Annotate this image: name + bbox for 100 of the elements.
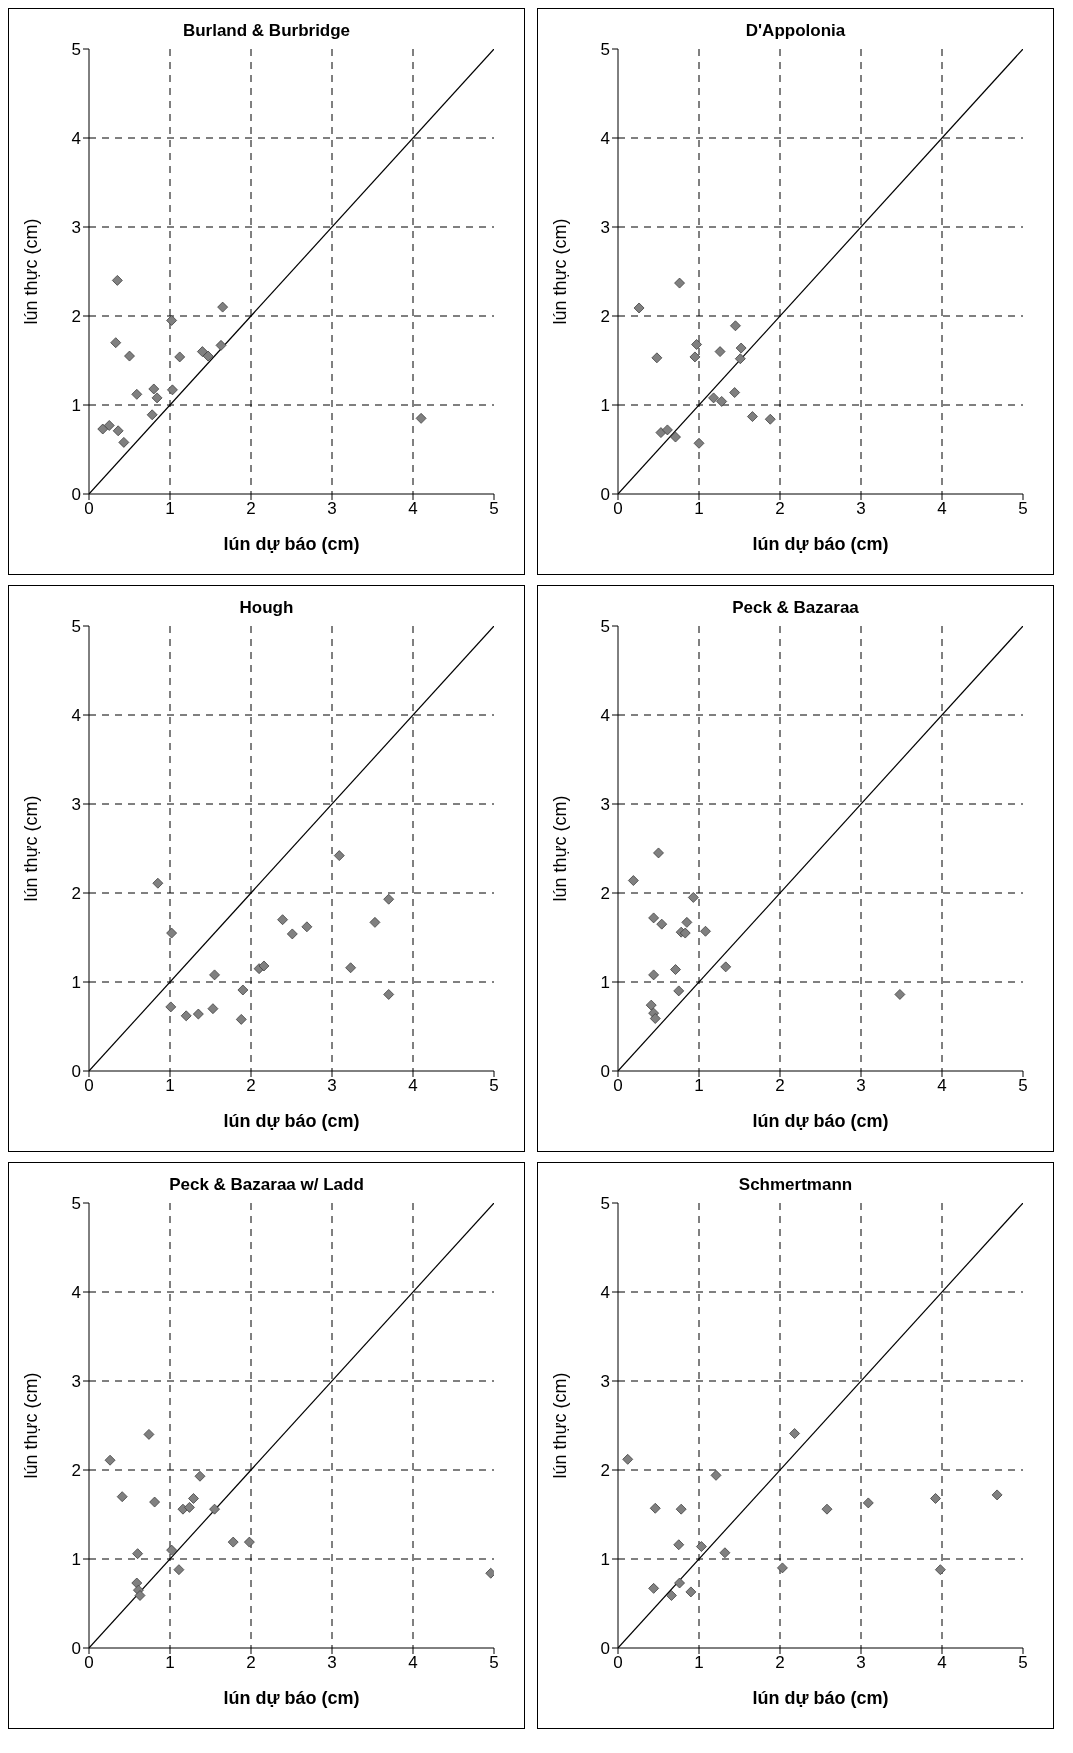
x-tick-label: 2	[775, 1653, 785, 1673]
point	[166, 315, 178, 326]
point	[197, 346, 208, 357]
x-tick-label: 4	[408, 1653, 418, 1673]
point	[333, 850, 345, 862]
y-tick-label: 3	[600, 795, 610, 815]
point	[207, 1003, 219, 1015]
y-tick-label: 5	[71, 617, 81, 637]
point	[714, 346, 726, 357]
point	[653, 847, 664, 859]
y-tick-label: 2	[600, 1461, 610, 1481]
x-tick-label: 5	[489, 499, 499, 519]
point	[696, 1541, 707, 1552]
x-axis-title: lún dự báo (cm)	[752, 1688, 889, 1708]
point	[894, 989, 906, 1000]
x-tick-label: 1	[165, 1653, 175, 1673]
point	[286, 928, 298, 940]
point	[345, 962, 357, 974]
point	[700, 925, 711, 937]
point	[648, 1582, 660, 1594]
y-tick-label: 5	[71, 1194, 81, 1214]
x-tick-label: 4	[937, 1653, 947, 1673]
x-tick-label: 0	[613, 499, 623, 519]
point	[149, 1496, 161, 1508]
point	[217, 301, 229, 313]
point	[777, 1562, 788, 1574]
point	[633, 302, 645, 314]
chart-title: Peck & Bazaraa	[731, 598, 860, 618]
x-tick-label: 4	[408, 499, 418, 519]
x-tick-label: 3	[856, 1076, 866, 1096]
point	[673, 985, 685, 997]
point	[716, 396, 728, 407]
chart-title: Schmertmann	[737, 1175, 854, 1195]
point	[821, 1503, 833, 1515]
point	[679, 927, 691, 939]
point	[112, 425, 124, 437]
y-tick-label: 5	[71, 40, 81, 60]
point	[97, 423, 109, 435]
point	[656, 918, 668, 930]
y-tick-label: 2	[71, 307, 81, 327]
point	[681, 916, 693, 928]
y-tick-label: 4	[71, 129, 81, 149]
x-tick-label: 1	[694, 499, 704, 519]
y-tick-label: 4	[71, 1283, 81, 1303]
point	[862, 1497, 874, 1509]
x-tick-label: 5	[489, 1653, 499, 1673]
y-tick-label: 0	[600, 485, 610, 505]
point	[277, 914, 288, 926]
y-axis-title: lún thực (cm)	[21, 795, 42, 902]
y-axis-title: lún thực (cm)	[550, 795, 571, 902]
y-tick-label: 1	[600, 1550, 610, 1570]
x-tick-label: 4	[937, 499, 947, 519]
y-tick-label: 4	[71, 706, 81, 726]
y-tick-label: 4	[600, 129, 610, 149]
x-tick-label: 0	[84, 1076, 94, 1096]
x-tick-label: 5	[489, 1076, 499, 1096]
point	[383, 893, 395, 905]
x-tick-label: 2	[246, 499, 256, 519]
x-axis-title: lún dự báo (cm)	[223, 534, 360, 554]
x-tick-label: 5	[1018, 499, 1028, 519]
x-axis-title: lún dự báo (cm)	[752, 1111, 889, 1131]
point	[301, 921, 313, 933]
x-tick-label: 3	[327, 1076, 337, 1096]
point	[134, 1590, 146, 1601]
point	[209, 1503, 220, 1515]
point	[627, 875, 639, 886]
point	[662, 424, 673, 436]
y-tick-label: 0	[600, 1639, 610, 1659]
chart-title: Burland & Burbridge	[181, 21, 352, 41]
point	[691, 339, 702, 350]
point	[730, 320, 741, 332]
y-tick-label: 0	[71, 1639, 81, 1659]
y-tick-label: 1	[71, 1550, 81, 1570]
x-tick-label: 1	[165, 499, 175, 519]
point	[188, 1493, 199, 1504]
point	[670, 431, 681, 443]
point	[131, 388, 143, 400]
x-tick-label: 1	[694, 1653, 704, 1673]
point	[670, 964, 681, 975]
point	[110, 337, 122, 349]
y-tick-label: 5	[600, 1194, 610, 1214]
point	[209, 969, 220, 981]
y-tick-label: 2	[600, 307, 610, 327]
point	[118, 436, 130, 448]
point	[166, 1544, 178, 1556]
y-axis-title: lún thực (cm)	[21, 218, 42, 325]
x-tick-label: 0	[613, 1653, 623, 1673]
point	[675, 1503, 687, 1515]
point	[655, 427, 667, 438]
point	[194, 1470, 206, 1482]
x-tick-label: 3	[327, 499, 337, 519]
point	[674, 1577, 685, 1589]
point	[202, 350, 214, 362]
y-tick-label: 2	[71, 1461, 81, 1481]
point	[146, 409, 158, 421]
y-tick-label: 3	[71, 218, 81, 238]
y-tick-label: 1	[600, 396, 610, 416]
y-tick-label: 5	[600, 617, 610, 637]
y-tick-label: 1	[71, 396, 81, 416]
point	[649, 1013, 661, 1024]
